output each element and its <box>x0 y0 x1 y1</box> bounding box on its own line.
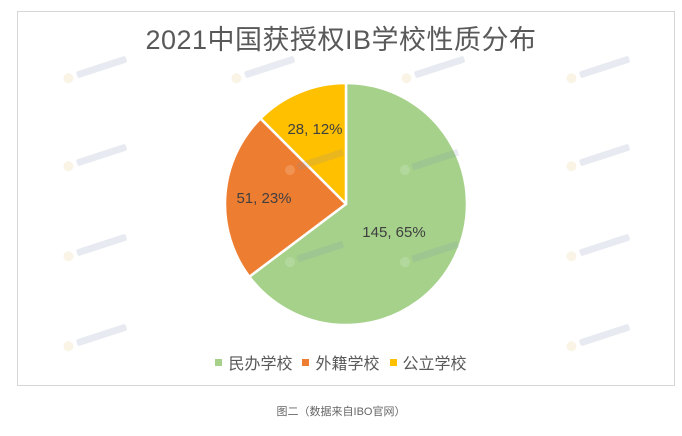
slice-label-public: 28, 12% <box>287 121 342 138</box>
pie-slice-private <box>248 81 469 327</box>
slice-label-private: 145, 65% <box>362 224 425 241</box>
slice-label-foreign: 51, 23% <box>236 190 291 207</box>
chart-legend: 民办学校 外籍学校 公立学校 <box>0 350 682 374</box>
legend-swatch-icon <box>302 358 310 366</box>
watermark-overlay <box>285 148 460 267</box>
chart-title: 2021中国获授权IB学校性质分布 <box>145 25 537 55</box>
figure-caption: 图二（数据来自IBO官网） <box>276 406 406 418</box>
legend-label: 公立学校 <box>402 354 467 373</box>
legend-swatch-icon <box>389 358 397 366</box>
pie-slice-public <box>259 81 348 206</box>
legend-label: 民办学校 <box>228 354 293 373</box>
legend-swatch-icon <box>215 358 223 366</box>
pie-slices <box>223 81 469 327</box>
pie-slice-foreign <box>223 117 348 279</box>
legend-label: 外籍学校 <box>315 354 380 373</box>
legend-item-foreign: 外籍学校 <box>302 350 380 374</box>
legend-item-private: 民办学校 <box>215 350 292 374</box>
legend-item-public: 公立学校 <box>389 350 467 374</box>
